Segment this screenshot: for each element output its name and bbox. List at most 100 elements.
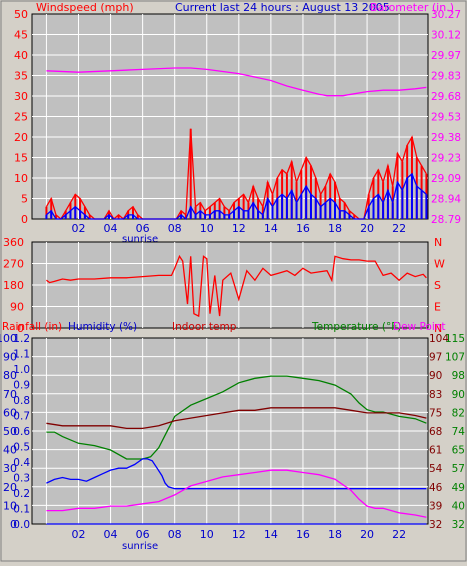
time-tick-label: 18 — [328, 528, 342, 541]
wind-degree-ticks: 360 270 180 90 0 — [3, 236, 24, 335]
wind-direction-grid — [32, 242, 428, 328]
time-tick-label: 10 — [200, 222, 214, 235]
indoor-temp-tick-label: 32 — [429, 519, 442, 531]
time-tick-label: 22 — [392, 222, 406, 235]
rainfall-tick-label: 1.2 — [13, 333, 30, 345]
time-axis-ticks-top: 02 04 06 08 10 12 14 16 18 20 22 — [71, 222, 406, 235]
temperature-axis-title: Temperature (°F) — [311, 321, 401, 333]
time-tick-label: 08 — [168, 222, 182, 235]
rainfall-tick-label: 0.6 — [13, 426, 30, 438]
dewpoint-line — [46, 469, 427, 518]
rainfall-tick-label: 0.4 — [13, 457, 30, 469]
barometer-tick-label: 30.12 — [431, 30, 461, 42]
indoor-temp-tick-label: 68 — [429, 426, 442, 438]
wind-direction-line — [46, 254, 427, 318]
windspeed-tick-label: 0 — [21, 213, 28, 226]
wind-degree-tick-label: 180 — [3, 279, 24, 292]
time-tick-label: 14 — [264, 528, 278, 541]
humidity-tick-label: 10 — [3, 499, 17, 512]
humidity-tick-label: 90 — [3, 351, 17, 364]
windspeed-tick-label: 5 — [21, 193, 28, 206]
temperature-tick-label: 107 — [445, 352, 465, 364]
time-tick-label: 06 — [136, 222, 150, 235]
wind-average-line — [45, 172, 427, 221]
indoor-temp-axis-title: Indoor temp — [172, 321, 237, 333]
humidity-tick-label: 100 — [0, 332, 17, 345]
barometer-tick-label: 29.97 — [431, 50, 461, 62]
rainfall-tick-label: 0.9 — [13, 380, 30, 392]
time-tick-label: 02 — [71, 528, 85, 541]
temperature-tick-label: 115 — [445, 333, 465, 345]
rainfall-tick-label: 0.0 — [13, 519, 30, 531]
barometer-tick-label: 29.09 — [431, 173, 461, 185]
wind-compass-tick-label: E — [434, 301, 441, 314]
humidity-tick-label: 40 — [3, 444, 17, 457]
time-tick-label: 20 — [360, 528, 374, 541]
rainfall-tick-label: 1.1 — [13, 349, 30, 361]
wind-degree-tick-label: 0 — [17, 322, 24, 335]
time-tick-label: 22 — [392, 528, 406, 541]
wind-barometer-series — [45, 67, 428, 221]
wind-barometer-grid — [32, 14, 428, 219]
time-tick-label: 12 — [232, 528, 246, 541]
time-tick-label: 04 — [104, 222, 118, 235]
barometer-axis-title: Barometer (in.) — [370, 1, 454, 14]
humidity-tick-label: 30 — [3, 462, 17, 475]
humidity-tick-label: 60 — [3, 406, 17, 419]
time-tick-label: 02 — [71, 222, 85, 235]
windspeed-tick-label: 10 — [14, 172, 28, 185]
dewpoint-axis-title: Dew Point — [393, 321, 446, 333]
wind-degree-tick-label: 360 — [3, 236, 24, 249]
indoor-temp-tick-label: 54 — [429, 463, 443, 475]
sunrise-label-bottom: sunrise — [122, 541, 158, 552]
humidity-tick-label: 70 — [3, 388, 17, 401]
indoor-temp-tick-label: 39 — [429, 500, 442, 512]
windspeed-tick-label: 25 — [14, 111, 28, 124]
wind-degree-tick-label: 270 — [3, 258, 24, 271]
rainfall-tick-label: 0.5 — [13, 442, 30, 454]
windspeed-tick-label: 40 — [14, 49, 28, 62]
windspeed-tick-label: 15 — [14, 152, 28, 165]
barometer-tick-label: 29.38 — [431, 132, 461, 144]
indoor-temp-tick-label: 97 — [429, 352, 442, 364]
humidity-tick-label: 0 — [10, 518, 17, 531]
temperature-tick-label: 82 — [452, 407, 465, 419]
chart-title: Current last 24 hours : August 13 2005 — [175, 1, 390, 14]
temperature-humidity-grid — [32, 338, 428, 524]
rainfall-tick-label: 0.2 — [13, 488, 30, 500]
time-tick-label: 12 — [232, 222, 246, 235]
temperature-tick-label: 90 — [452, 389, 465, 401]
barometer-line — [46, 67, 427, 97]
time-tick-label: 06 — [136, 528, 150, 541]
temperature-humidity-axis-ticks: 10090807060504030201001.21.11.00.90.80.7… — [0, 332, 465, 531]
time-tick-label: 18 — [328, 222, 342, 235]
temperature-tick-label: 74 — [452, 426, 466, 438]
windspeed-tick-label: 45 — [14, 29, 28, 42]
indoor-temp-tick-label: 90 — [429, 370, 442, 382]
indoor-temp-tick-label: 83 — [429, 389, 442, 401]
time-tick-label: 16 — [296, 528, 310, 541]
humidity-tick-label: 80 — [3, 369, 17, 382]
temperature-tick-label: 32 — [452, 519, 465, 531]
indoor-temp-line — [46, 407, 427, 430]
humidity-line — [46, 458, 427, 490]
windspeed-axis-title: Windspeed (mph) — [36, 1, 134, 14]
barometer-tick-label: 29.68 — [431, 91, 461, 103]
windspeed-tick-label: 20 — [14, 131, 28, 144]
barometer-tick-label: 30.27 — [431, 9, 461, 21]
time-axis-ticks-bottom: 02 04 06 08 10 12 14 16 18 20 22 — [71, 528, 406, 541]
indoor-temp-tick-label: 46 — [429, 482, 443, 494]
humidity-tick-label: 50 — [3, 425, 17, 438]
wind-degree-tick-label: 90 — [10, 301, 24, 314]
wind-compass-tick-label: W — [434, 258, 445, 271]
rainfall-tick-label: 0.1 — [13, 504, 30, 516]
barometer-tick-label: 29.83 — [431, 71, 461, 83]
wind-direction-series — [46, 254, 427, 318]
humidity-tick-label: 20 — [3, 481, 17, 494]
temperature-line — [46, 375, 427, 460]
time-tick-label: 14 — [264, 222, 278, 235]
